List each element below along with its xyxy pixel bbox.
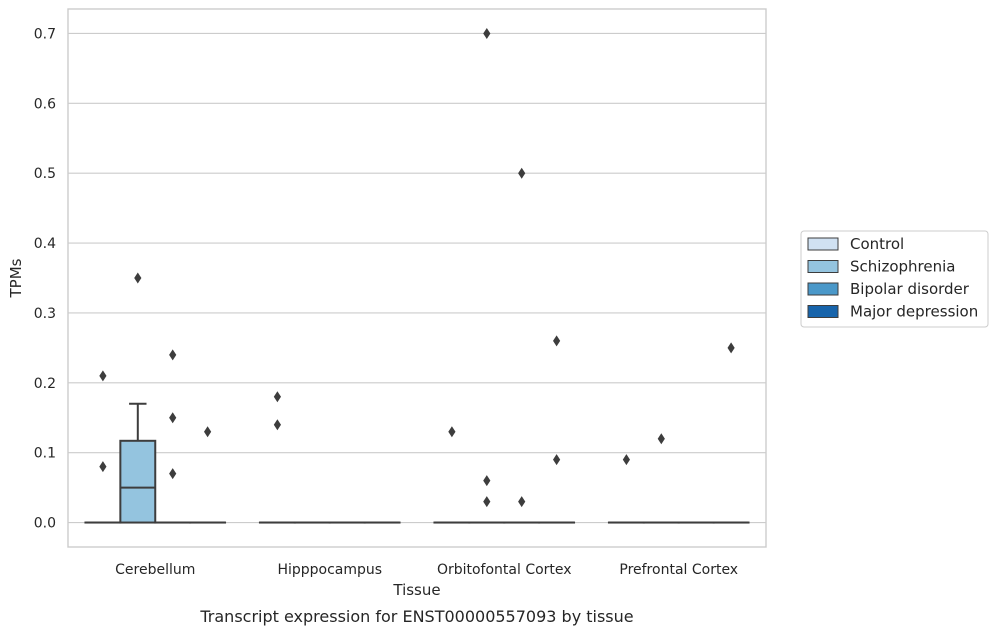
chart-caption: Transcript expression for ENST0000055709… (199, 607, 633, 626)
y-tick-label: 0.0 (34, 516, 56, 532)
legend-label: Control (850, 235, 904, 253)
plot-area (68, 9, 766, 547)
y-tick-label: 0.5 (34, 166, 56, 182)
legend-label: Schizophrenia (850, 258, 955, 276)
y-tick-label: 0.7 (34, 26, 56, 42)
y-tick-label: 0.2 (34, 376, 56, 392)
legend-item: Major depression (808, 303, 978, 321)
legend-label: Bipolar disorder (850, 280, 970, 298)
x-tick-label: Cerebellum (115, 562, 195, 578)
x-tick-label: Hipppocampus (277, 562, 382, 578)
legend: Control Schizophrenia Bipolar disorder Majo… (801, 231, 988, 327)
x-tick-label: Orbitofontal Cortex (437, 562, 572, 578)
x-tick-labels: Cerebellum Hipppocampus Orbitofontal Corte… (115, 562, 738, 578)
box-body (120, 441, 155, 523)
y-tick-label: 0.3 (34, 306, 56, 322)
legend-swatch (808, 306, 838, 318)
legend-swatch (808, 238, 838, 250)
x-tick-label: Prefrontal Cortex (619, 562, 738, 578)
legend-label: Major depression (850, 303, 978, 321)
y-tick-label: 0.6 (34, 96, 56, 112)
legend-item: Bipolar disorder (808, 280, 970, 298)
legend-item: Control (808, 235, 904, 253)
legend-item: Schizophrenia (808, 258, 955, 276)
y-tick-labels: 0.0 0.1 0.2 0.3 0.4 0.5 0.6 0.7 (34, 26, 56, 531)
y-axis-title: TPMs (7, 258, 25, 298)
x-axis-title: Tissue (392, 581, 440, 599)
y-tick-label: 0.4 (34, 236, 56, 252)
legend-swatch (808, 283, 838, 295)
y-tick-label: 0.1 (34, 446, 56, 462)
legend-swatch (808, 261, 838, 273)
